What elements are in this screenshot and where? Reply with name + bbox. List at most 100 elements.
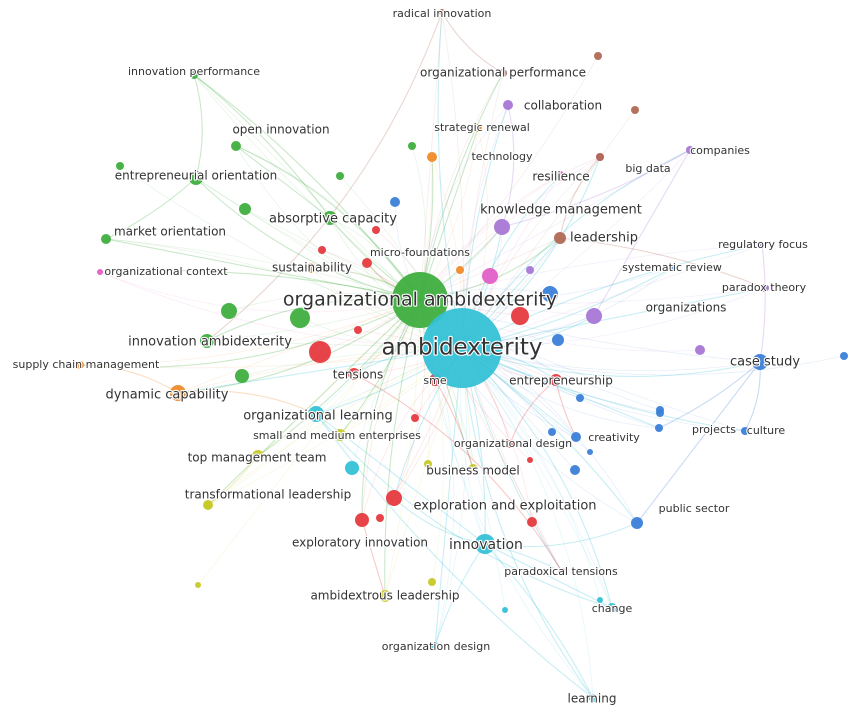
keyword-node-supply-chain-management[interactable] — [76, 361, 84, 369]
keyword-label-radical-innovation[interactable]: radical innovation — [392, 6, 493, 21]
keyword-node-entrepreneurial-orientation[interactable] — [189, 171, 203, 185]
keyword-node-organizational-learning[interactable] — [308, 406, 324, 422]
keyword-label-entrepreneurial-orientation[interactable]: entrepreneurial orientation — [114, 167, 279, 183]
keyword-node-ambidexterity[interactable] — [422, 308, 502, 388]
keyword-label-strategic-renewal[interactable]: strategic renewal — [433, 120, 531, 135]
keyword-node-innovation-performance[interactable] — [190, 71, 198, 79]
keyword-node-regulatory-focus[interactable] — [759, 242, 765, 248]
keyword-label-organizational-learning[interactable]: organizational learning — [242, 407, 394, 424]
keyword-label-sme[interactable]: sme — [422, 373, 448, 388]
keyword-node-collaboration[interactable] — [503, 100, 513, 110]
keyword-label-regulatory-focus[interactable]: regulatory focus — [717, 237, 809, 252]
keyword-label-paradox-theory[interactable]: paradox theory — [721, 280, 808, 295]
keyword-node-innovation-ambidexterity[interactable] — [200, 334, 214, 348]
link-edge — [461, 244, 763, 349]
keyword-label-entrepreneurship[interactable]: entrepreneurship — [508, 372, 614, 388]
link-edge — [257, 299, 421, 457]
keyword-label-dynamic-capability[interactable]: dynamic capability — [104, 386, 229, 403]
keyword-label-organizational-design[interactable]: organizational design — [453, 436, 573, 451]
keyword-node-micro-foundations[interactable] — [362, 258, 372, 268]
keyword-node-knowledge-management[interactable] — [494, 219, 510, 235]
keyword-label-tensions[interactable]: tensions — [332, 366, 385, 382]
keyword-label-absorptive-capacity[interactable]: absorptive capacity — [268, 210, 398, 227]
keyword-node-culture[interactable] — [741, 427, 749, 435]
keyword-label-organization-design[interactable]: organization design — [381, 639, 492, 654]
keyword-label-culture[interactable]: culture — [746, 423, 787, 438]
keyword-node-systematic-review[interactable] — [668, 264, 676, 272]
keyword-label-technology[interactable]: technology — [470, 149, 534, 164]
keyword-node-top-management-team[interactable] — [252, 450, 264, 462]
keyword-label-organizational-performance[interactable]: organizational performance — [419, 64, 587, 80]
keyword-label-innovation-performance[interactable]: innovation performance — [127, 64, 261, 79]
keyword-label-learning[interactable]: learning — [566, 690, 617, 706]
keyword-label-ambidexterity[interactable]: ambidexterity — [380, 333, 543, 361]
keyword-node-ambidextrous-leadership[interactable] — [379, 590, 391, 602]
keyword-node-resilience[interactable] — [555, 171, 565, 181]
keyword-label-open-innovation[interactable]: open innovation — [231, 121, 330, 137]
keyword-label-resilience[interactable]: resilience — [531, 168, 590, 184]
keyword-label-transformational-leadership[interactable]: transformational leadership — [184, 486, 353, 502]
keyword-node-open-innovation[interactable] — [231, 141, 241, 151]
keyword-label-sustainability[interactable]: sustainability — [271, 259, 353, 275]
keyword-label-companies[interactable]: companies — [689, 143, 751, 158]
keyword-label-innovation[interactable]: innovation — [448, 536, 524, 554]
keyword-node-technology[interactable] — [427, 152, 437, 162]
keyword-node-change[interactable] — [607, 603, 617, 613]
keyword-label-creativity[interactable]: creativity — [587, 430, 641, 445]
keyword-label-projects[interactable]: projects — [691, 422, 737, 437]
keyword-node-organizational-ambidexterity[interactable] — [392, 272, 448, 328]
keyword-node-creativity[interactable] — [571, 432, 581, 442]
keyword-label-top-management-team[interactable]: top management team — [186, 449, 327, 465]
keyword-label-ambidextrous-leadership[interactable]: ambidextrous leadership — [309, 587, 460, 603]
keyword-node-exploration-and-exploitation[interactable] — [386, 490, 402, 506]
keyword-label-change[interactable]: change — [591, 601, 634, 616]
keyword-node-leadership[interactable] — [554, 232, 566, 244]
keyword-node-organizations[interactable] — [586, 308, 602, 324]
keyword-label-organizations[interactable]: organizations — [644, 299, 727, 315]
keyword-node-market-orientation[interactable] — [101, 234, 111, 244]
keyword-label-organizational-context[interactable]: organizational context — [103, 264, 229, 279]
keyword-node-exploratory-innovation[interactable] — [355, 513, 369, 527]
keyword-label-case-study[interactable]: case study — [729, 353, 802, 370]
keyword-node-absorptive-capacity[interactable] — [323, 211, 337, 225]
keyword-label-organizational-ambidexterity[interactable]: organizational ambidexterity — [282, 287, 558, 311]
keyword-node-organizational-context[interactable] — [97, 269, 103, 275]
keyword-label-market-orientation[interactable]: market orientation — [113, 223, 227, 239]
keyword-node-companies[interactable] — [686, 146, 694, 154]
keyword-node-organizational-performance[interactable] — [499, 69, 507, 77]
keyword-node-innovation[interactable] — [475, 534, 495, 554]
keyword-node-sustainability[interactable] — [306, 263, 316, 273]
keyword-node-learning[interactable] — [589, 694, 597, 702]
keyword-node-transformational-leadership[interactable] — [203, 500, 213, 510]
keyword-node-strategic-renewal[interactable] — [474, 124, 482, 132]
keyword-label-collaboration[interactable]: collaboration — [523, 97, 603, 113]
keyword-node-tensions[interactable] — [348, 368, 360, 380]
keyword-label-leadership[interactable]: leadership — [569, 229, 639, 246]
keyword-label-systematic-review[interactable]: systematic review — [621, 260, 723, 275]
keyword-label-small-and-medium-enterprises[interactable]: small and medium enterprises — [252, 428, 422, 443]
keyword-node-organization-design[interactable] — [431, 642, 439, 650]
keyword-node-paradoxical-tensions[interactable] — [558, 568, 566, 576]
keyword-node-small-and-medium-enterprises[interactable] — [334, 429, 346, 441]
keyword-node-paradox-theory[interactable] — [761, 284, 769, 292]
keyword-node-radical-innovation[interactable] — [439, 9, 445, 15]
keyword-node-projects[interactable] — [655, 424, 663, 432]
keyword-node-case-study[interactable] — [752, 354, 768, 370]
keyword-label-public-sector[interactable]: public sector — [658, 501, 731, 516]
keyword-node-big-data[interactable] — [596, 153, 604, 161]
keyword-node-organizational-design[interactable] — [506, 440, 514, 448]
keyword-node-public-sector[interactable] — [631, 517, 643, 529]
keyword-label-exploration-and-exploitation[interactable]: exploration and exploitation — [412, 497, 597, 514]
keyword-label-business-model[interactable]: business model — [425, 462, 521, 478]
keyword-node-dynamic-capability[interactable] — [170, 385, 186, 401]
keyword-label-innovation-ambidexterity[interactable]: innovation ambidexterity — [127, 333, 293, 350]
keyword-node-entrepreneurship[interactable] — [550, 374, 562, 386]
keyword-label-micro-foundations[interactable]: micro-foundations — [369, 245, 472, 260]
keyword-label-paradoxical-tensions[interactable]: paradoxical tensions — [503, 564, 619, 579]
keyword-label-exploratory-innovation[interactable]: exploratory innovation — [291, 534, 429, 550]
keyword-label-knowledge-management[interactable]: knowledge management — [479, 201, 643, 218]
keyword-label-big-data[interactable]: big data — [624, 161, 671, 176]
keyword-label-supply-chain-management[interactable]: supply chain management — [12, 357, 162, 372]
keyword-node-business-model[interactable] — [468, 464, 478, 474]
link-edge — [559, 156, 601, 239]
